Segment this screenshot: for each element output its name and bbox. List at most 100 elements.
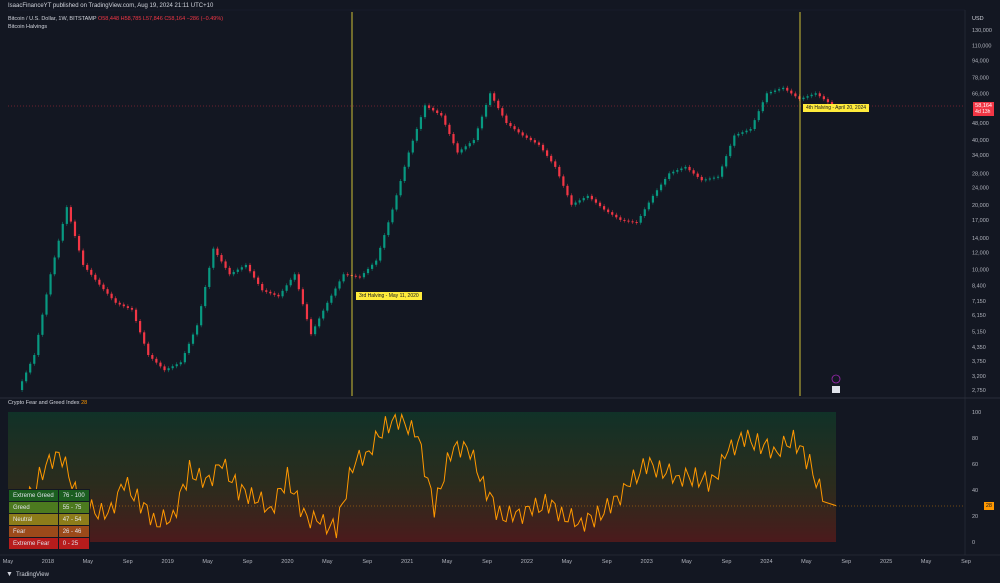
price-tick-label: 14,000 xyxy=(972,236,989,242)
time-tick-label: 2020 xyxy=(281,559,293,565)
candle-body xyxy=(745,130,748,133)
price-tick-label: 20,000 xyxy=(972,203,989,209)
symbol-legend[interactable]: Bitcoin / U.S. Dollar, 1W, BITSTAMP O58,… xyxy=(8,16,223,22)
candle-body xyxy=(346,274,349,276)
candle-body xyxy=(505,115,508,124)
candle-body xyxy=(741,132,744,134)
candle-body xyxy=(383,235,386,248)
candle-body xyxy=(65,207,68,224)
candle-body xyxy=(598,202,602,207)
candle-body xyxy=(419,117,423,129)
candle-body xyxy=(769,91,773,94)
candle-body xyxy=(330,295,333,303)
last-price-label: 58,164 4d 13h xyxy=(973,102,994,116)
fourth-halving-label: 4th Halving - April 20, 2024 xyxy=(803,104,870,112)
price-tick-label: 94,000 xyxy=(972,58,989,64)
price-axis[interactable]: 130,000 110,000 94,000 78,000 66,000 48,000 40… xyxy=(972,28,992,394)
index-tick-label: 100 xyxy=(972,410,981,416)
candle-body xyxy=(195,325,199,335)
zone-range: 55 - 75 xyxy=(57,501,90,514)
time-axis[interactable]: May 2018 May Sep 2019 May Sep 2020 May Sep 2021 May… xyxy=(3,559,971,565)
candle-body xyxy=(143,332,146,344)
candle-body xyxy=(529,137,532,141)
candle-body xyxy=(285,285,288,291)
candle-body xyxy=(379,247,382,261)
candle-body xyxy=(607,209,610,213)
candle-body xyxy=(370,264,374,269)
indicator-legend[interactable]: Crypto Fear and Greed Index 28 xyxy=(8,400,87,406)
candle-body xyxy=(183,353,186,363)
currency-label: USD xyxy=(972,16,984,22)
study-legend[interactable]: Bitcoin Halvings xyxy=(8,24,48,30)
candle-body xyxy=(126,306,129,308)
candle-body xyxy=(659,184,663,191)
indicator-title: Crypto Fear and Greed Index xyxy=(8,400,80,406)
candle-body xyxy=(45,294,48,315)
candle-body xyxy=(114,298,117,303)
candle-body xyxy=(798,96,801,100)
time-tick-label: Sep xyxy=(841,559,851,565)
index-tick-label: 20 xyxy=(972,514,978,520)
candle-body xyxy=(155,358,158,363)
price-tick-label: 6,150 xyxy=(972,313,986,319)
candle-body xyxy=(590,195,593,200)
candle-body xyxy=(664,178,667,185)
candle-body xyxy=(476,128,480,141)
candle-body xyxy=(725,156,728,167)
candle-body xyxy=(574,202,577,205)
candle-body xyxy=(684,166,687,169)
candle-body xyxy=(326,302,329,311)
candle-body xyxy=(546,150,549,156)
candle-body xyxy=(248,264,252,272)
zone-range: 76 - 100 xyxy=(57,489,90,502)
candle-body xyxy=(265,290,268,292)
candle-body xyxy=(517,129,520,133)
candle-body xyxy=(826,99,830,103)
time-tick-label: May xyxy=(3,559,14,565)
time-tick-label: 2019 xyxy=(162,559,174,565)
candle-body xyxy=(98,279,101,285)
price-tick-label: 40,000 xyxy=(972,138,989,144)
candle-body xyxy=(134,309,138,322)
candle-body xyxy=(403,166,406,182)
time-tick-label: Sep xyxy=(961,559,971,565)
candle-body xyxy=(375,260,378,265)
candle-body xyxy=(537,142,541,145)
candle-body xyxy=(700,176,703,181)
candle-body xyxy=(342,274,345,282)
time-tick-label: May xyxy=(681,559,692,565)
time-tick-label: 2018 xyxy=(42,559,54,565)
candle-body xyxy=(236,269,239,272)
candle-body xyxy=(639,216,642,223)
last-price: 58,164 xyxy=(975,103,992,109)
time-tick-label: 2023 xyxy=(641,559,653,565)
price-tick-label: 3,750 xyxy=(972,359,986,365)
candle-body xyxy=(647,202,650,210)
candle-body xyxy=(704,179,707,181)
ohlc-values: O58,448 H58,785 L57,846 C58,164 −286 (−0… xyxy=(97,16,224,22)
candle-body xyxy=(765,93,768,103)
candle-body xyxy=(110,293,113,299)
candle-body xyxy=(586,195,589,199)
zone-label: Extreme Fear xyxy=(8,537,59,550)
candle-body xyxy=(619,217,622,220)
indicator-value: 28 xyxy=(81,400,88,406)
index-last-label: 28 xyxy=(983,502,994,510)
candle-body xyxy=(37,334,40,356)
price-tick-label: 4,350 xyxy=(972,345,986,351)
candle-body xyxy=(309,319,313,335)
calendar-icon[interactable] xyxy=(832,386,840,393)
candle-body xyxy=(77,236,81,251)
tradingview-brand[interactable]: ▼ TradingView xyxy=(6,571,49,578)
candle-body xyxy=(411,140,414,153)
candle-body xyxy=(175,364,178,367)
zone-range: 0 - 25 xyxy=(57,537,90,550)
indicator-axis[interactable]: 100 80 60 40 20 0 xyxy=(972,410,981,546)
zone-range: 26 - 46 xyxy=(57,525,90,538)
candle-body xyxy=(293,274,296,280)
candle-body xyxy=(232,271,235,275)
flash-icon[interactable] xyxy=(831,374,841,384)
time-tick-label: May xyxy=(83,559,94,565)
candle-body xyxy=(289,279,292,286)
